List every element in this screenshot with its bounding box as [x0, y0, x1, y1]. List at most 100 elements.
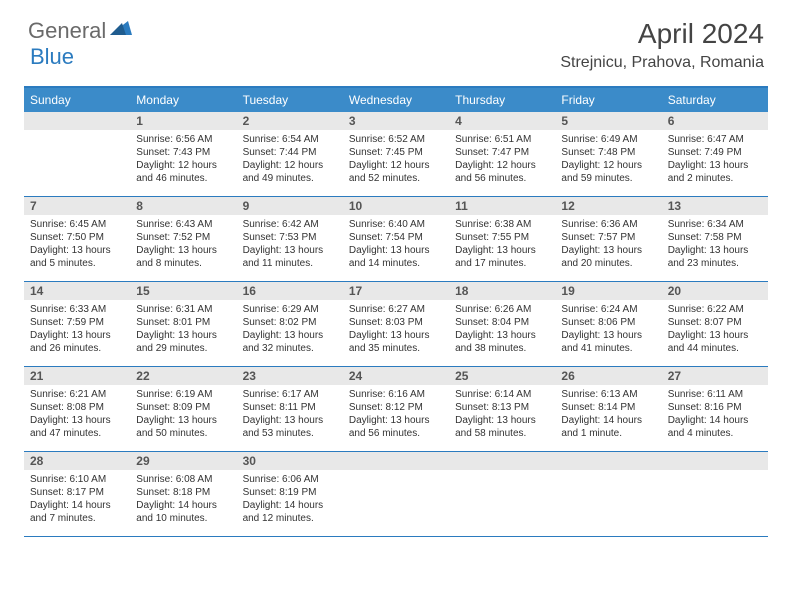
day-number: 7: [24, 197, 130, 215]
sunrise-text: Sunrise: 6:06 AM: [243, 473, 337, 486]
day-cell: 8Sunrise: 6:43 AMSunset: 7:52 PMDaylight…: [130, 197, 236, 281]
day-cell: 4Sunrise: 6:51 AMSunset: 7:47 PMDaylight…: [449, 112, 555, 196]
day-cell: 12Sunrise: 6:36 AMSunset: 7:57 PMDayligh…: [555, 197, 661, 281]
sunset-text: Sunset: 8:12 PM: [349, 401, 443, 414]
day-body: Sunrise: 6:26 AMSunset: 8:04 PMDaylight:…: [449, 300, 555, 361]
day-number: 15: [130, 282, 236, 300]
sunset-text: Sunset: 8:07 PM: [668, 316, 762, 329]
daylight-text: Daylight: 13 hours and 32 minutes.: [243, 329, 337, 355]
sunrise-text: Sunrise: 6:56 AM: [136, 133, 230, 146]
sunrise-text: Sunrise: 6:22 AM: [668, 303, 762, 316]
day-body: Sunrise: 6:06 AMSunset: 8:19 PMDaylight:…: [237, 470, 343, 531]
day-number: 18: [449, 282, 555, 300]
day-number: 25: [449, 367, 555, 385]
logo-text-1: General: [28, 18, 106, 44]
sunset-text: Sunset: 8:02 PM: [243, 316, 337, 329]
day-number: 22: [130, 367, 236, 385]
dow-header: Sunday: [24, 88, 130, 112]
sunrise-text: Sunrise: 6:21 AM: [30, 388, 124, 401]
day-number: 9: [237, 197, 343, 215]
day-cell: 18Sunrise: 6:26 AMSunset: 8:04 PMDayligh…: [449, 282, 555, 366]
day-cell: 2Sunrise: 6:54 AMSunset: 7:44 PMDaylight…: [237, 112, 343, 196]
daylight-text: Daylight: 13 hours and 38 minutes.: [455, 329, 549, 355]
day-body: Sunrise: 6:40 AMSunset: 7:54 PMDaylight:…: [343, 215, 449, 276]
sunset-text: Sunset: 8:18 PM: [136, 486, 230, 499]
daylight-text: Daylight: 12 hours and 49 minutes.: [243, 159, 337, 185]
daylight-text: Daylight: 13 hours and 41 minutes.: [561, 329, 655, 355]
day-body: Sunrise: 6:19 AMSunset: 8:09 PMDaylight:…: [130, 385, 236, 446]
logo: General: [28, 18, 134, 44]
sunset-text: Sunset: 8:01 PM: [136, 316, 230, 329]
sunrise-text: Sunrise: 6:31 AM: [136, 303, 230, 316]
day-body: Sunrise: 6:52 AMSunset: 7:45 PMDaylight:…: [343, 130, 449, 191]
day-number: 12: [555, 197, 661, 215]
sunset-text: Sunset: 8:08 PM: [30, 401, 124, 414]
day-number: 23: [237, 367, 343, 385]
daylight-text: Daylight: 13 hours and 20 minutes.: [561, 244, 655, 270]
day-body: Sunrise: 6:33 AMSunset: 7:59 PMDaylight:…: [24, 300, 130, 361]
sunrise-text: Sunrise: 6:42 AM: [243, 218, 337, 231]
day-body: Sunrise: 6:51 AMSunset: 7:47 PMDaylight:…: [449, 130, 555, 191]
sunset-text: Sunset: 8:09 PM: [136, 401, 230, 414]
week-row: 7Sunrise: 6:45 AMSunset: 7:50 PMDaylight…: [24, 197, 768, 282]
week-row: 14Sunrise: 6:33 AMSunset: 7:59 PMDayligh…: [24, 282, 768, 367]
sunrise-text: Sunrise: 6:36 AM: [561, 218, 655, 231]
sunset-text: Sunset: 8:11 PM: [243, 401, 337, 414]
sunrise-text: Sunrise: 6:11 AM: [668, 388, 762, 401]
sunrise-text: Sunrise: 6:33 AM: [30, 303, 124, 316]
day-number: 5: [555, 112, 661, 130]
day-number: 27: [662, 367, 768, 385]
day-cell: 17Sunrise: 6:27 AMSunset: 8:03 PMDayligh…: [343, 282, 449, 366]
calendar: SundayMondayTuesdayWednesdayThursdayFrid…: [24, 86, 768, 537]
day-body: Sunrise: 6:10 AMSunset: 8:17 PMDaylight:…: [24, 470, 130, 531]
day-number: [555, 452, 661, 470]
daylight-text: Daylight: 13 hours and 8 minutes.: [136, 244, 230, 270]
day-number: 26: [555, 367, 661, 385]
day-cell: 7Sunrise: 6:45 AMSunset: 7:50 PMDaylight…: [24, 197, 130, 281]
day-body: Sunrise: 6:45 AMSunset: 7:50 PMDaylight:…: [24, 215, 130, 276]
day-cell: [343, 452, 449, 536]
day-number: 24: [343, 367, 449, 385]
day-cell: 5Sunrise: 6:49 AMSunset: 7:48 PMDaylight…: [555, 112, 661, 196]
day-cell: 24Sunrise: 6:16 AMSunset: 8:12 PMDayligh…: [343, 367, 449, 451]
sunset-text: Sunset: 7:49 PM: [668, 146, 762, 159]
day-cell: 11Sunrise: 6:38 AMSunset: 7:55 PMDayligh…: [449, 197, 555, 281]
day-body: Sunrise: 6:16 AMSunset: 8:12 PMDaylight:…: [343, 385, 449, 446]
sunrise-text: Sunrise: 6:38 AM: [455, 218, 549, 231]
daylight-text: Daylight: 13 hours and 17 minutes.: [455, 244, 549, 270]
sunset-text: Sunset: 8:19 PM: [243, 486, 337, 499]
day-body: Sunrise: 6:21 AMSunset: 8:08 PMDaylight:…: [24, 385, 130, 446]
dow-header: Tuesday: [237, 88, 343, 112]
day-cell: 19Sunrise: 6:24 AMSunset: 8:06 PMDayligh…: [555, 282, 661, 366]
daylight-text: Daylight: 14 hours and 10 minutes.: [136, 499, 230, 525]
sunset-text: Sunset: 7:59 PM: [30, 316, 124, 329]
sunrise-text: Sunrise: 6:49 AM: [561, 133, 655, 146]
sunrise-text: Sunrise: 6:24 AM: [561, 303, 655, 316]
sunrise-text: Sunrise: 6:51 AM: [455, 133, 549, 146]
sunrise-text: Sunrise: 6:34 AM: [668, 218, 762, 231]
sunrise-text: Sunrise: 6:13 AM: [561, 388, 655, 401]
day-cell: 6Sunrise: 6:47 AMSunset: 7:49 PMDaylight…: [662, 112, 768, 196]
day-number: 8: [130, 197, 236, 215]
day-number: 11: [449, 197, 555, 215]
sunrise-text: Sunrise: 6:29 AM: [243, 303, 337, 316]
page-title: April 2024: [560, 18, 764, 50]
day-number: 30: [237, 452, 343, 470]
day-body: Sunrise: 6:29 AMSunset: 8:02 PMDaylight:…: [237, 300, 343, 361]
dow-header: Saturday: [662, 88, 768, 112]
daylight-text: Daylight: 12 hours and 46 minutes.: [136, 159, 230, 185]
day-cell: 23Sunrise: 6:17 AMSunset: 8:11 PMDayligh…: [237, 367, 343, 451]
sunrise-text: Sunrise: 6:08 AM: [136, 473, 230, 486]
day-cell: 1Sunrise: 6:56 AMSunset: 7:43 PMDaylight…: [130, 112, 236, 196]
day-body: Sunrise: 6:49 AMSunset: 7:48 PMDaylight:…: [555, 130, 661, 191]
day-number: [24, 112, 130, 130]
sunset-text: Sunset: 7:47 PM: [455, 146, 549, 159]
daylight-text: Daylight: 12 hours and 52 minutes.: [349, 159, 443, 185]
sunset-text: Sunset: 7:45 PM: [349, 146, 443, 159]
day-number: 6: [662, 112, 768, 130]
day-body: Sunrise: 6:22 AMSunset: 8:07 PMDaylight:…: [662, 300, 768, 361]
day-body: Sunrise: 6:17 AMSunset: 8:11 PMDaylight:…: [237, 385, 343, 446]
day-number: 28: [24, 452, 130, 470]
day-cell: 13Sunrise: 6:34 AMSunset: 7:58 PMDayligh…: [662, 197, 768, 281]
day-number: 3: [343, 112, 449, 130]
